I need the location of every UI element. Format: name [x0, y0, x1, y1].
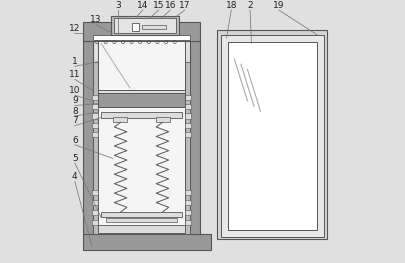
Text: 11: 11: [69, 70, 81, 79]
Bar: [184, 95, 191, 100]
Bar: [92, 62, 98, 234]
Bar: [98, 41, 184, 90]
Bar: [92, 132, 98, 138]
Bar: [184, 190, 191, 195]
Text: 9: 9: [72, 96, 77, 105]
Bar: [111, 16, 179, 35]
Bar: [156, 117, 170, 122]
Bar: [92, 95, 98, 100]
Text: 19: 19: [273, 1, 284, 10]
Bar: [184, 104, 191, 109]
Bar: [141, 25, 166, 29]
Text: 1: 1: [72, 57, 77, 66]
Bar: [98, 225, 184, 233]
Text: 7: 7: [72, 117, 77, 125]
Text: 15: 15: [152, 1, 164, 10]
Text: 13: 13: [90, 15, 101, 24]
Bar: [92, 35, 190, 40]
Bar: [83, 41, 92, 234]
Bar: [106, 218, 177, 222]
Bar: [101, 112, 181, 118]
Bar: [132, 23, 139, 31]
Bar: [83, 234, 210, 250]
Bar: [92, 104, 98, 109]
Bar: [92, 113, 98, 119]
Text: 16: 16: [164, 1, 176, 10]
Text: 17: 17: [179, 1, 190, 10]
Text: 2: 2: [247, 1, 252, 10]
Bar: [98, 93, 184, 107]
Bar: [184, 200, 191, 205]
Bar: [101, 212, 181, 217]
Bar: [83, 22, 200, 41]
Bar: [220, 36, 323, 237]
Text: 8: 8: [72, 107, 77, 116]
Bar: [92, 190, 98, 195]
Text: 14: 14: [137, 1, 148, 10]
Bar: [227, 42, 316, 230]
Bar: [98, 107, 184, 233]
Text: 4: 4: [72, 172, 77, 181]
Bar: [217, 30, 326, 240]
Bar: [92, 200, 98, 205]
Text: 18: 18: [225, 1, 237, 10]
Text: 5: 5: [72, 154, 77, 163]
Text: 3: 3: [115, 1, 121, 10]
Bar: [184, 132, 191, 138]
Text: 6: 6: [72, 136, 77, 145]
Text: 12: 12: [69, 24, 80, 33]
Bar: [190, 41, 200, 234]
Bar: [113, 117, 127, 122]
Bar: [184, 123, 191, 128]
Bar: [184, 62, 190, 234]
Bar: [184, 113, 191, 119]
Bar: [92, 123, 98, 128]
Bar: [114, 18, 176, 33]
Bar: [92, 220, 98, 225]
Bar: [184, 210, 191, 215]
Text: 10: 10: [69, 86, 81, 95]
Bar: [92, 210, 98, 215]
Bar: [184, 220, 191, 225]
